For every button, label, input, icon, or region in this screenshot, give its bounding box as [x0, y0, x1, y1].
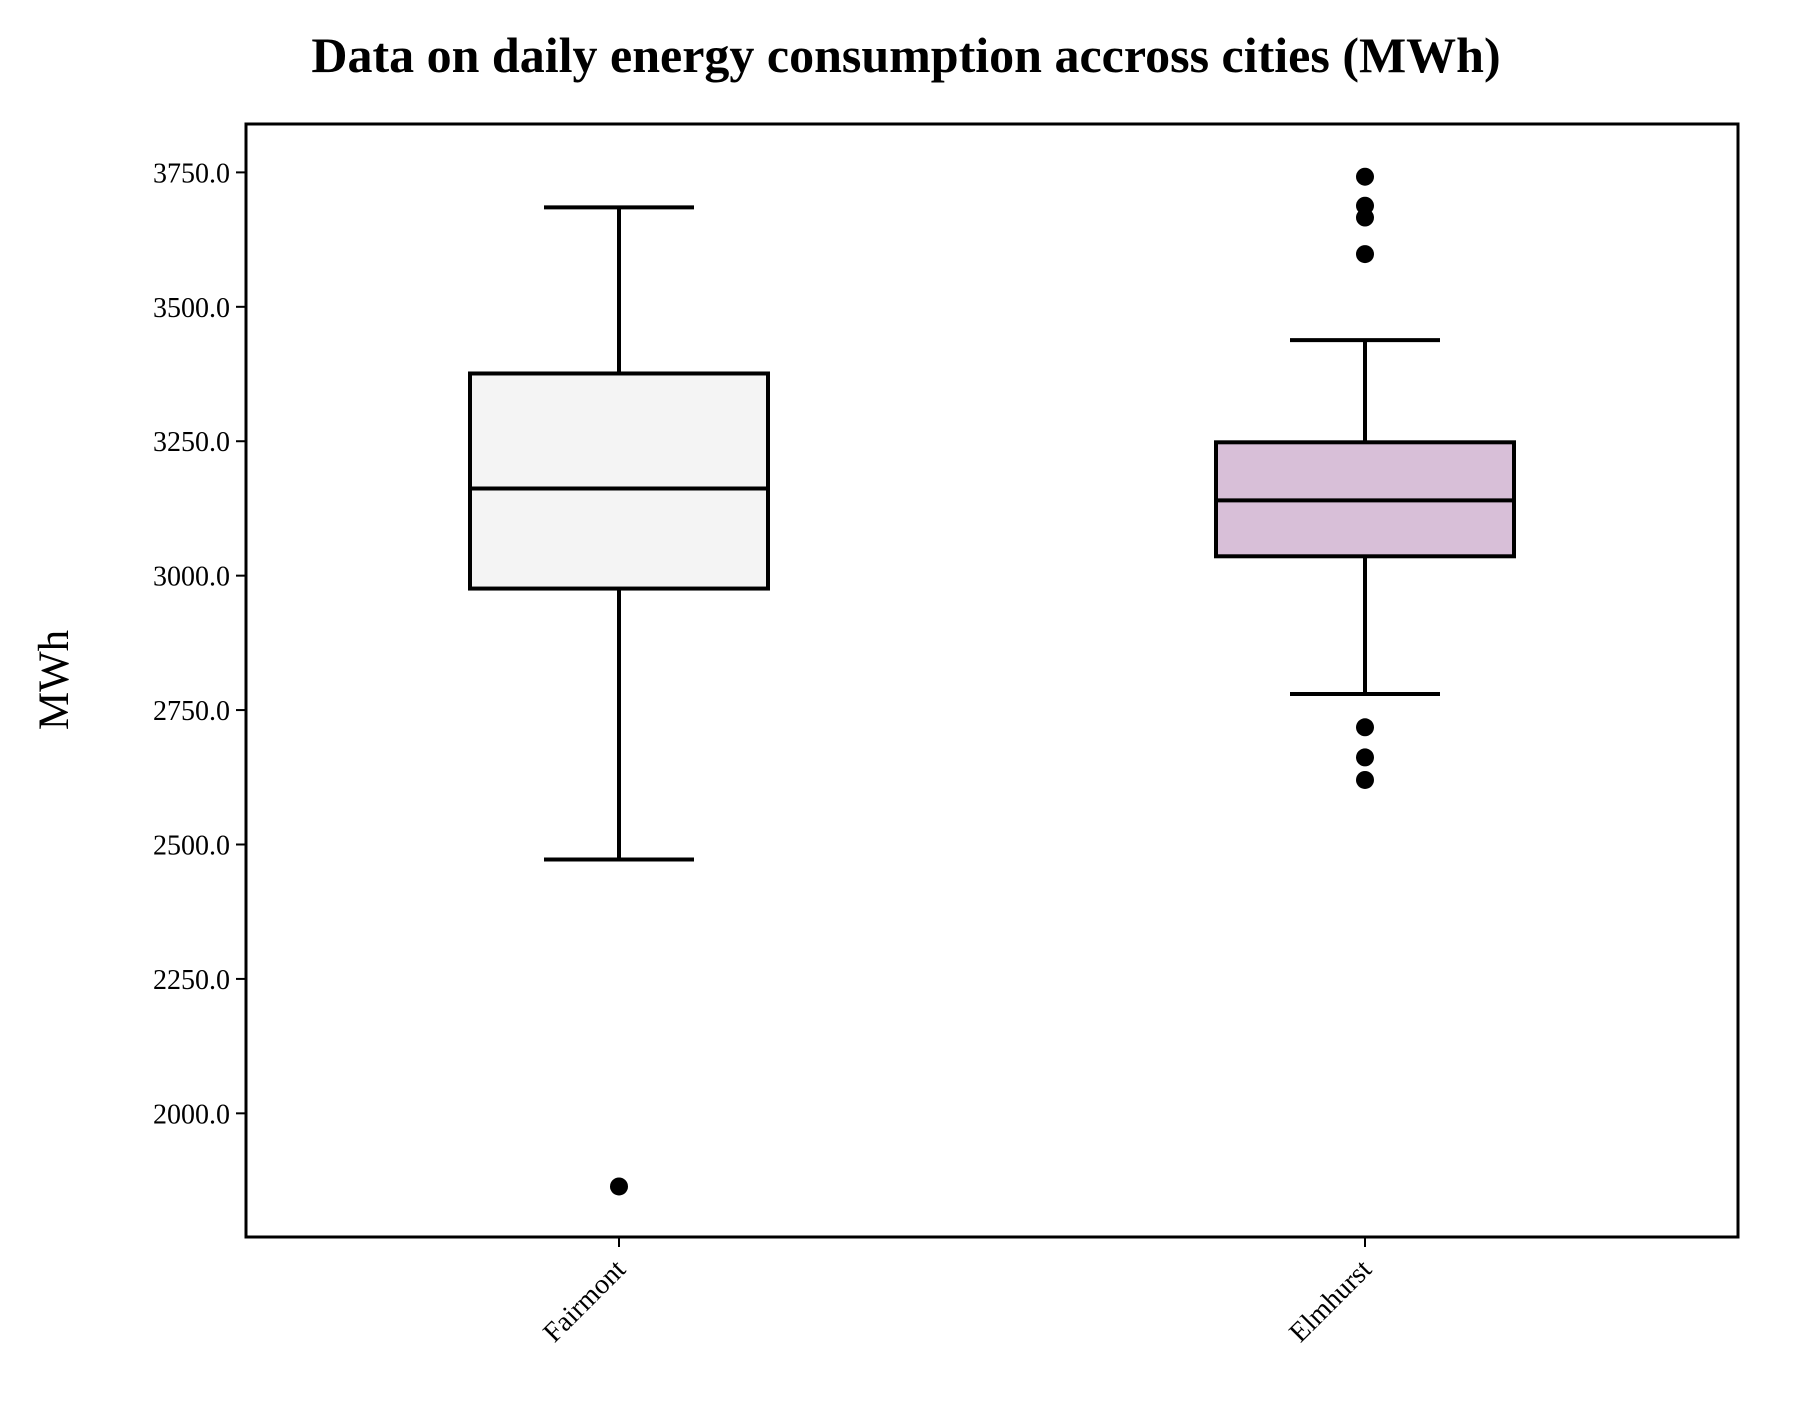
box: [468, 371, 770, 591]
chart-title: Data on daily energy consumption accross…: [311, 27, 1500, 83]
y-tick-label: 2250.0: [153, 965, 230, 996]
outlier-point: [1356, 748, 1374, 767]
y-tick-label: 3750.0: [153, 158, 230, 189]
plot-frame: [244, 122, 1740, 1239]
box-group-fairmont: [468, 205, 770, 1196]
y-tick-label: 2000.0: [153, 1099, 230, 1130]
outlier-point: [610, 1177, 628, 1196]
y-tick-label: 3250.0: [153, 427, 230, 458]
y-axis: 2000.0 2250.0 2500.0 2750.0 3000.0 3250.0 3500…: [153, 158, 246, 1130]
y-tick-label: 2500.0: [153, 830, 230, 861]
plot-area: [468, 167, 1516, 1196]
y-axis-label: MWh: [31, 630, 78, 730]
x-tick-label: Fairmont: [537, 1254, 632, 1349]
outlier-point: [1356, 245, 1374, 264]
y-tick-label: 3000.0: [153, 562, 230, 593]
x-axis: Fairmont Elmhurst: [537, 1237, 1378, 1349]
box-group-elmhurst: [1214, 167, 1516, 789]
outlier-point: [1356, 196, 1374, 215]
x-tick-label: Elmhurst: [1283, 1254, 1378, 1349]
outlier-point: [1356, 167, 1374, 186]
outlier-point: [1356, 718, 1374, 737]
y-tick-label: 2750.0: [153, 696, 230, 727]
outlier-point: [1356, 770, 1374, 789]
y-tick-label: 3500.0: [153, 293, 230, 324]
